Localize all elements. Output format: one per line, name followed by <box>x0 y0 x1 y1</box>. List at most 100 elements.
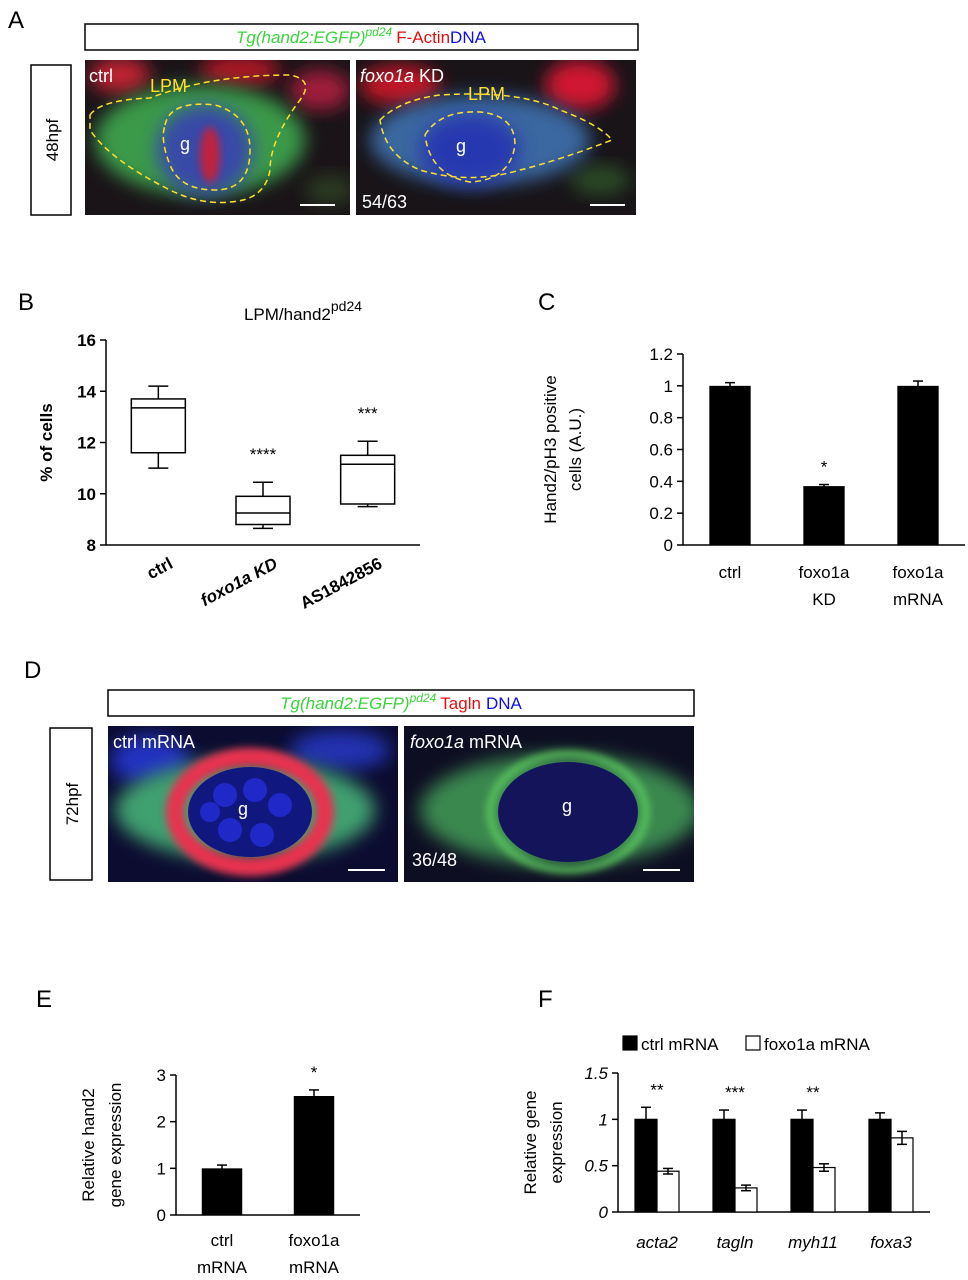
header-box <box>84 23 639 51</box>
micrograph: ctrl mRNA g <box>108 726 398 882</box>
region-label: LPM <box>150 76 187 96</box>
x-tick-label: myh11 <box>788 1233 838 1252</box>
chart-title: LPM/hand2pd24 <box>244 298 362 324</box>
error-bar <box>309 1089 319 1103</box>
y-tick-label: 1 <box>664 377 673 396</box>
y-tick-label: 0.6 <box>649 441 673 460</box>
bar <box>201 1168 243 1215</box>
header-box <box>107 689 695 717</box>
stage-box <box>49 727 93 881</box>
y-tick-label: 1 <box>599 1110 608 1129</box>
y-axis-label: gene expression <box>106 1083 125 1208</box>
error-bar <box>913 380 923 392</box>
header: Tg(hand2:EGFP)pd24 Tagln DNA <box>280 691 522 713</box>
count-label: 36/48 <box>412 850 457 870</box>
y-tick-label: 1.2 <box>649 345 673 364</box>
x-tick-label: foxa3 <box>870 1233 912 1252</box>
error-bar <box>875 1112 885 1127</box>
y-tick-label: 0 <box>157 1206 166 1225</box>
panel-label: F <box>538 986 553 1013</box>
x-tick-label: foxo1a <box>288 1231 340 1250</box>
y-tick-label: 12 <box>77 434 96 453</box>
bar <box>709 385 751 545</box>
y-tick-label: 0.4 <box>649 472 673 491</box>
bar <box>293 1096 335 1215</box>
error-bar <box>897 1130 907 1146</box>
panel-label: B <box>18 289 34 316</box>
panel-label: A <box>8 7 24 34</box>
bar <box>734 1187 758 1213</box>
x-tick-label: ctrl <box>719 563 742 582</box>
x-tick-label: foxo1a KD <box>197 554 280 610</box>
x-tick-label: foxo1a <box>892 563 944 582</box>
y-tick-label: 0 <box>664 536 673 555</box>
bar <box>634 1118 658 1213</box>
legend-swatch <box>745 1035 761 1051</box>
box <box>339 454 396 505</box>
bar <box>890 1137 914 1213</box>
x-tick-label: tagln <box>717 1233 754 1252</box>
annotation: *** <box>358 404 378 423</box>
x-tick-label: ctrl <box>211 1231 234 1250</box>
y-tick-label: 2 <box>157 1113 166 1132</box>
x-tick-label: mRNA <box>289 1258 340 1277</box>
error-bar <box>725 381 735 390</box>
annotation: *** <box>725 1083 745 1102</box>
error-bar <box>741 1184 751 1192</box>
annotation: * <box>821 458 828 477</box>
error-bar <box>719 1109 729 1130</box>
annotation: **** <box>250 445 277 464</box>
y-tick-label: 0.8 <box>649 409 673 428</box>
panel-label: C <box>538 289 555 316</box>
bar <box>803 486 845 545</box>
bar <box>897 385 939 545</box>
bar <box>790 1118 814 1213</box>
gut-label: g <box>456 136 466 156</box>
legend-label: foxo1a mRNA <box>764 1035 870 1054</box>
y-tick-label: 14 <box>77 382 96 401</box>
stage: 72hpf <box>63 782 82 825</box>
x-tick-label: KD <box>812 590 836 609</box>
y-tick-label: 3 <box>157 1066 166 1085</box>
region-label: LPM <box>468 84 505 104</box>
image-label: foxo1a KD <box>360 66 444 86</box>
title-sup: pd24 <box>331 298 362 314</box>
error-bar <box>819 483 829 489</box>
y-tick-label: 0.2 <box>649 504 673 523</box>
y-axis-label: % of cells <box>37 403 56 481</box>
bar <box>712 1118 736 1213</box>
annotation: * <box>311 1063 318 1082</box>
y-tick-label: 1.5 <box>584 1064 608 1083</box>
x-tick-label: mRNA <box>197 1258 248 1277</box>
annotation: ** <box>806 1083 820 1102</box>
stage-box <box>30 64 72 216</box>
annotation: ** <box>650 1080 664 1099</box>
panel-label: E <box>36 986 52 1013</box>
y-tick-label: 1 <box>157 1159 166 1178</box>
error-bar <box>641 1106 651 1133</box>
title-text: LPM/hand2 <box>244 305 331 324</box>
image-label: foxo1a mRNA <box>410 732 522 752</box>
legend-swatch <box>622 1035 638 1051</box>
box <box>235 495 291 526</box>
panel-label: D <box>24 657 41 684</box>
legend-label: ctrl mRNA <box>641 1035 719 1054</box>
stage: 48hpf <box>43 118 62 161</box>
box <box>130 398 187 454</box>
micrograph: foxo1a KD LPM g 54/63 <box>356 60 636 215</box>
bar <box>812 1166 836 1213</box>
micrograph: ctrl LPM g <box>85 60 350 215</box>
error-bar <box>819 1163 829 1172</box>
image-label: ctrl <box>89 66 113 86</box>
gut-label: g <box>238 799 248 819</box>
header: Tg(hand2:EGFP)pd24 F-ActinDNA <box>236 25 487 47</box>
error-bar <box>217 1164 227 1173</box>
count-label: 54/63 <box>362 192 407 212</box>
gut-label: g <box>562 796 572 816</box>
error-bar <box>663 1167 673 1175</box>
y-tick-label: 8 <box>87 536 96 555</box>
gut-label: g <box>180 134 190 154</box>
x-tick-label: foxo1a <box>798 563 850 582</box>
